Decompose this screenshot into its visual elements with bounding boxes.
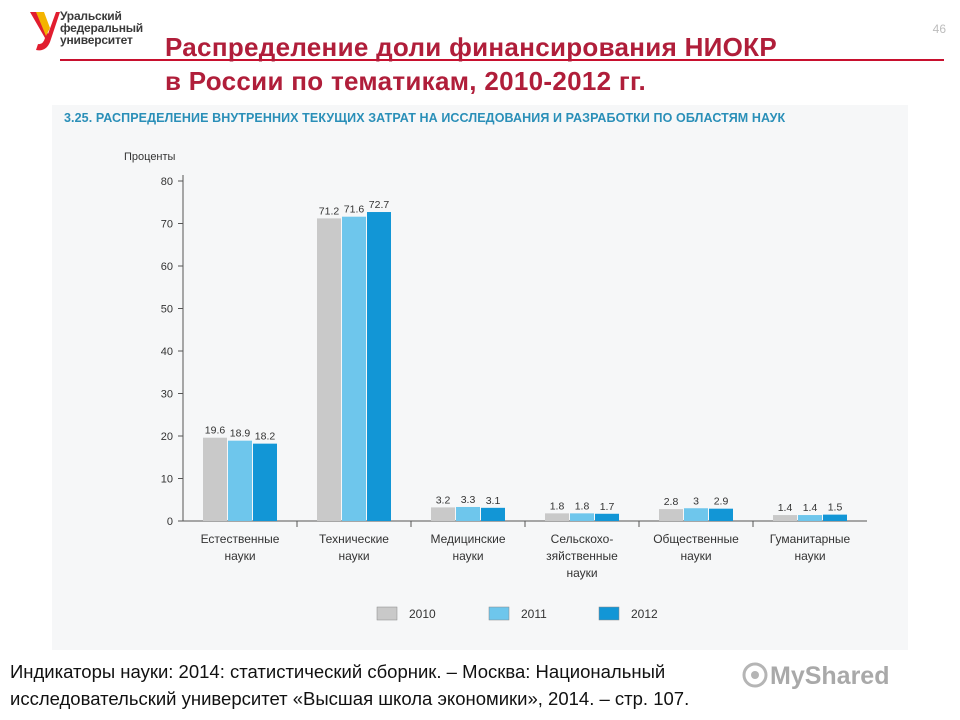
slide-title: Распределение доли финансирования НИОКР … xyxy=(165,30,955,98)
bar-value-label: 1.5 xyxy=(828,502,843,514)
x-category-label: Гуманитарные xyxy=(770,532,851,546)
slide-title-line: Распределение доли финансирования НИОКР xyxy=(165,32,777,62)
bar-value-label: 18.9 xyxy=(230,428,251,440)
bar-value-label: 2.9 xyxy=(714,496,729,508)
citation-line: Индикаторы науки: 2014: статистический с… xyxy=(10,661,666,682)
x-category-label: науки xyxy=(680,549,711,563)
bar xyxy=(317,218,341,521)
bar-value-label: 18.2 xyxy=(255,431,276,443)
x-category-label: науки xyxy=(452,549,483,563)
bar-value-label: 72.7 xyxy=(369,199,390,211)
header-divider xyxy=(60,59,944,61)
bar xyxy=(773,515,797,521)
bar-value-label: 3 xyxy=(693,495,699,507)
bar xyxy=(253,443,277,521)
bar-value-label: 3.2 xyxy=(436,494,451,506)
bar xyxy=(481,507,505,521)
x-category-label: Естественные xyxy=(201,532,280,546)
legend-swatch xyxy=(488,606,510,621)
y-tick-label: 30 xyxy=(161,389,173,401)
bar xyxy=(203,437,227,521)
bar xyxy=(595,513,619,521)
x-category-label: науки xyxy=(566,566,597,580)
bar xyxy=(342,216,366,521)
citation-line: исследовательский университет «Высшая шк… xyxy=(10,688,690,709)
logo-line: Уральский xyxy=(60,9,122,23)
legend-swatch xyxy=(376,606,398,621)
bar-value-label: 1.4 xyxy=(778,502,793,514)
bar xyxy=(684,508,708,521)
figure-caption: 3.25. РАСПРЕДЕЛЕНИЕ ВНУТРЕННИХ ТЕКУЩИХ З… xyxy=(64,111,786,125)
bar xyxy=(456,506,480,521)
bar xyxy=(659,509,683,521)
x-category-label: науки xyxy=(224,549,255,563)
bar xyxy=(431,507,455,521)
bar-value-label: 1.8 xyxy=(575,500,590,512)
x-category-label: зяйственные xyxy=(546,549,618,563)
x-category-label: Медицинские xyxy=(430,532,505,546)
bar-value-label: 3.3 xyxy=(461,494,476,506)
bar-chart: Проценты 0 10 20 30 40 50 60 70 80 19.6 18.9 18.2 Ест… xyxy=(124,151,867,621)
x-category-label: науки xyxy=(338,549,369,563)
bar-value-label: 2.8 xyxy=(664,496,679,508)
legend-label: 2011 xyxy=(521,607,547,621)
bar xyxy=(367,212,391,521)
slide-title-line: в России по тематикам, 2010-2012 гг. xyxy=(165,66,647,96)
y-tick-label: 0 xyxy=(167,516,173,528)
x-category-label: Общественные xyxy=(653,532,739,546)
y-tick-label: 40 xyxy=(161,346,173,358)
bar xyxy=(823,514,847,521)
y-tick-label: 20 xyxy=(161,431,173,443)
slide-number: 46 xyxy=(932,22,946,36)
watermark: MyShared xyxy=(770,662,890,690)
bar-value-label: 71.2 xyxy=(319,205,340,217)
y-tick-label: 70 xyxy=(161,219,173,231)
bar xyxy=(545,513,569,521)
x-category-label: Сельскохо- xyxy=(551,532,614,546)
bar xyxy=(709,508,733,521)
y-tick-label: 80 xyxy=(161,176,173,188)
bar xyxy=(798,515,822,521)
logo-line: федеральный xyxy=(60,21,143,35)
figure-panel: 3.25. РАСПРЕДЕЛЕНИЕ ВНУТРЕННИХ ТЕКУЩИХ З… xyxy=(52,105,908,650)
legend-label: 2010 xyxy=(409,607,436,621)
bar-value-label: 1.4 xyxy=(803,502,818,514)
bar-value-label: 71.6 xyxy=(344,204,365,216)
myshared-icon xyxy=(742,662,768,688)
bar xyxy=(228,440,252,521)
urfu-logo xyxy=(30,12,60,51)
y-axis-label: Проценты xyxy=(124,151,176,163)
bar xyxy=(570,513,594,521)
y-tick-label: 60 xyxy=(161,261,173,273)
citation: Индикаторы науки: 2014: статистический с… xyxy=(10,658,810,712)
x-category-label: Технические xyxy=(319,532,389,546)
legend-swatch xyxy=(598,606,620,621)
bar-value-label: 1.8 xyxy=(550,500,565,512)
bar-value-label: 3.1 xyxy=(486,495,501,507)
logo-line: университет xyxy=(60,33,133,47)
x-category-label: науки xyxy=(794,549,825,563)
logo-wordmark: Уральский федеральный университет xyxy=(60,10,143,46)
y-tick-label: 50 xyxy=(161,304,173,316)
y-tick-label: 10 xyxy=(161,474,173,486)
legend-label: 2012 xyxy=(631,607,658,621)
bar-value-label: 1.7 xyxy=(600,501,615,513)
bar-value-label: 19.6 xyxy=(205,425,226,437)
